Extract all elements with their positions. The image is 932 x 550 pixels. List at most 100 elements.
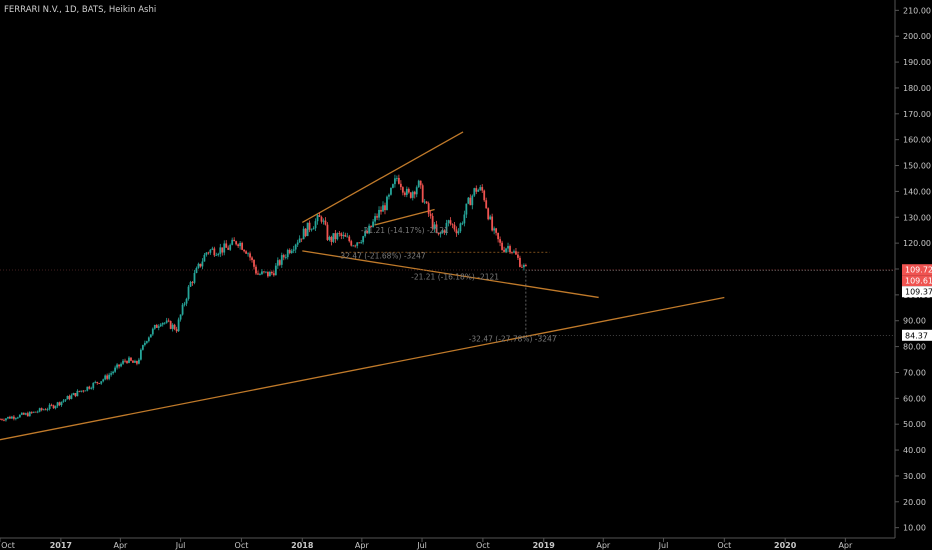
candle-body-118 [233, 239, 236, 242]
candle-body-82 [161, 322, 164, 325]
candle-body-135 [267, 271, 269, 277]
y-tick-label-9: 120.00 [903, 239, 931, 248]
candle-body-146 [288, 249, 291, 254]
candle-body-257 [509, 246, 511, 253]
candle-body-104 [205, 252, 208, 255]
trendline-2[interactable] [302, 250, 599, 299]
candle-body-17 [32, 411, 35, 413]
candle-body-71 [139, 349, 142, 360]
candle-body-109 [215, 255, 218, 256]
candle-body-20 [38, 408, 41, 412]
candle-body-156 [308, 222, 311, 230]
candle-body-38 [74, 393, 77, 397]
candle-body-123 [243, 249, 245, 252]
candle-body-6 [11, 416, 13, 419]
x-tick-label-8: Oct [476, 541, 490, 550]
candle-body-208 [411, 191, 414, 198]
y-tick-label-16: 50.00 [903, 420, 926, 429]
candle-body-144 [284, 257, 287, 258]
candle-body-162 [320, 216, 323, 222]
y-tick-label-5: 160.00 [903, 136, 931, 145]
candle-body-75 [147, 337, 150, 342]
candle-body-159 [314, 221, 317, 229]
candle-body-182 [360, 242, 363, 243]
trendline-3[interactable] [374, 208, 435, 226]
candle-body-220 [435, 224, 438, 233]
x-tick-label-9: 2019 [533, 541, 556, 550]
x-tick-label-2: Apr [113, 541, 128, 550]
candle-body-240 [475, 188, 478, 192]
candle-body-185 [366, 230, 369, 234]
price-badge-1: 109.61 [905, 277, 932, 286]
candle-body-200 [395, 177, 398, 179]
trendlines[interactable] [0, 131, 725, 441]
chart-title: FERRARI N.V., 1D, BATS, Heikin Ashi [4, 5, 156, 15]
candle-body-214 [423, 201, 426, 203]
candle-body-24 [46, 409, 49, 410]
candle-body-219 [433, 224, 436, 229]
candle-body-9 [16, 417, 19, 419]
candle-body-241 [477, 189, 480, 192]
candle-body-29 [56, 402, 59, 407]
candle-body-10 [18, 414, 21, 418]
candle-body-33 [64, 399, 67, 401]
candle-body-3 [5, 418, 7, 421]
candle-body-202 [399, 183, 402, 188]
trendline-0[interactable] [0, 296, 725, 441]
candle-body-164 [324, 220, 327, 225]
measurement-guides [0, 251, 895, 336]
candle-body-141 [278, 260, 281, 265]
candle-body-248 [491, 216, 494, 231]
candle-body-171 [338, 233, 341, 234]
y-tick-label-17: 40.00 [903, 446, 926, 455]
trendline-1[interactable] [301, 131, 464, 224]
candle-body-8 [14, 418, 17, 419]
y-axis-ticks: 210.00 200.00 190.00 180.00 170.00 160.00 150.… [895, 6, 931, 533]
candle-body-191 [378, 209, 380, 218]
candle-body-102 [201, 261, 204, 267]
candle-body-64 [126, 361, 128, 363]
candle-body-188 [372, 221, 374, 227]
candle-body-114 [225, 243, 228, 248]
candle-body-216 [427, 203, 430, 214]
candle-body-237 [469, 197, 472, 206]
candle-body-242 [479, 187, 482, 190]
candle-body-98 [193, 272, 196, 283]
candle-body-110 [217, 253, 220, 256]
x-tick-label-3: Jul [175, 541, 186, 550]
y-tick-label-0: 210.00 [903, 6, 931, 15]
candle-body-239 [473, 188, 476, 196]
candle-body-55 [108, 374, 111, 379]
candle-body-232 [459, 223, 462, 232]
candle-body-100 [197, 263, 200, 268]
candle-body-215 [425, 201, 428, 204]
candle-body-21 [40, 408, 43, 410]
candle-body-60 [118, 364, 120, 367]
y-tick-label-18: 30.00 [903, 472, 926, 481]
candle-body-85 [167, 320, 170, 322]
candle-body-122 [241, 242, 244, 250]
candle-body-233 [461, 223, 464, 225]
candle-body-250 [495, 228, 498, 233]
candle-body-234 [463, 214, 466, 224]
candle-body-213 [421, 185, 424, 203]
candle-body-172 [340, 233, 343, 237]
candle-body-165 [326, 224, 329, 240]
candle-body-190 [376, 216, 378, 218]
candle-body-32 [62, 400, 65, 402]
candle-body-155 [306, 222, 309, 237]
candle-body-61 [120, 363, 122, 367]
candle-body-74 [145, 341, 148, 343]
price-badge-bg-2 [902, 286, 932, 298]
candle-body-225 [445, 222, 448, 233]
candle-body-253 [501, 242, 503, 250]
measurement-label-0: -21.21 (-14.17%) -2121 [361, 226, 449, 235]
measurement-label-1: -32.47 (-21.68%) -3247 [338, 252, 426, 261]
candle-body-5 [9, 416, 11, 419]
candle-body-261 [517, 254, 519, 258]
y-tick-label-2: 190.00 [903, 58, 931, 67]
candle-body-22 [42, 409, 45, 411]
y-tick-label-20: 10.00 [903, 524, 926, 533]
candle-body-53 [104, 375, 107, 380]
